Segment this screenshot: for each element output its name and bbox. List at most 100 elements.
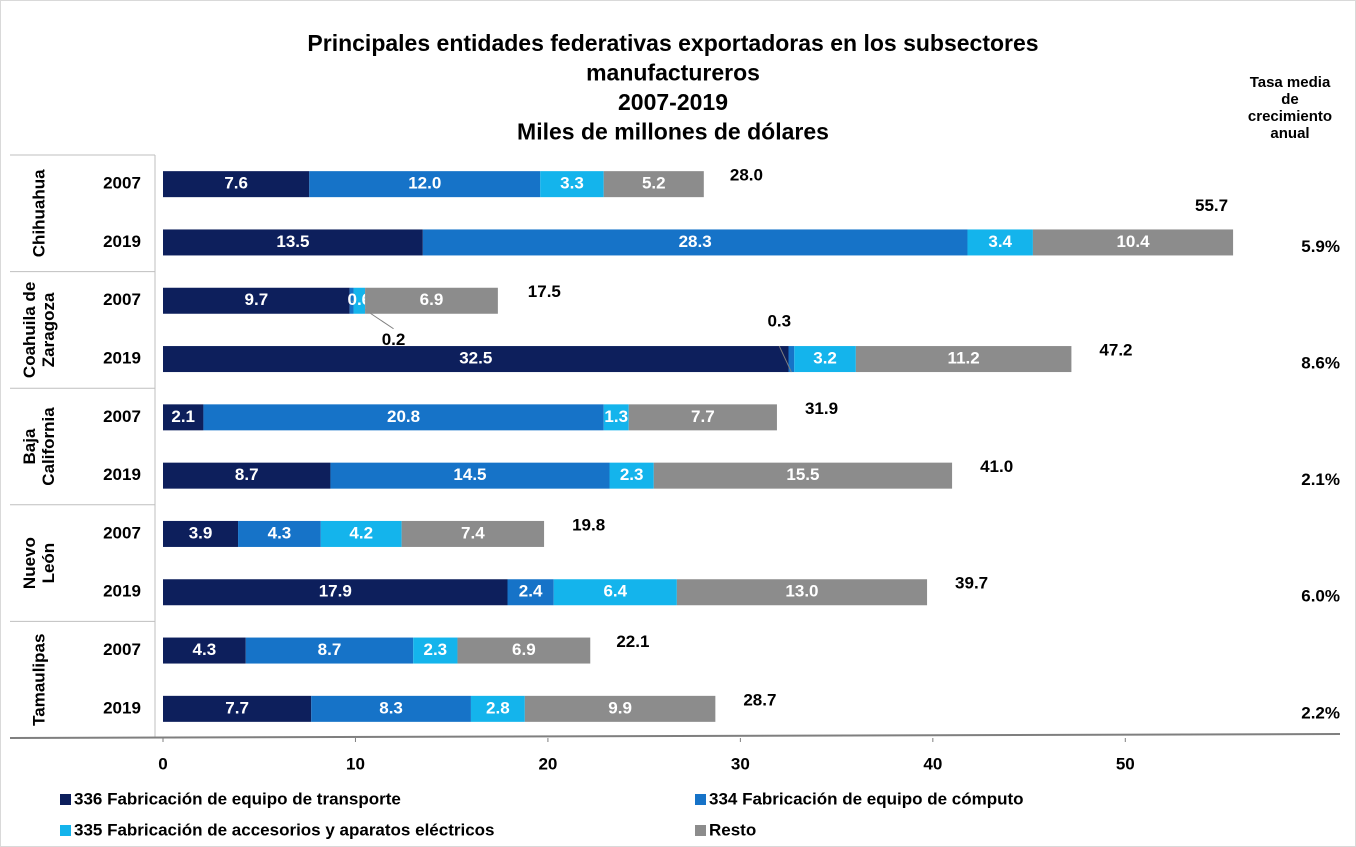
- bar-segment: [238, 520, 321, 547]
- bar-segment: [163, 462, 331, 489]
- growth-label: 2.1%: [1301, 470, 1340, 489]
- total-label: 39.7: [955, 574, 988, 593]
- bar-segment: [330, 462, 610, 489]
- legend-label: 334 Fabricación de equipo de cómputo: [709, 789, 1024, 808]
- bar-segment: [1032, 229, 1234, 256]
- total-label: 31.9: [805, 399, 838, 418]
- data-label: 8.3: [379, 698, 403, 717]
- data-label: 7.7: [225, 698, 249, 717]
- chart-title: manufactureros: [586, 60, 760, 86]
- data-label: 10.4: [1116, 232, 1150, 251]
- data-label: 7.4: [461, 523, 485, 542]
- data-label: 9.7: [245, 290, 269, 309]
- y-tick-label: 2019: [103, 349, 141, 368]
- bar-segment: [203, 404, 604, 431]
- group-label: Coahuila de: [20, 282, 39, 378]
- data-label: 13.0: [785, 582, 818, 601]
- bar-segment: [163, 695, 312, 722]
- data-label: 8.7: [235, 465, 259, 484]
- y-tick-label: 2019: [103, 232, 141, 251]
- y-tick-label: 2019: [103, 582, 141, 601]
- bar-segment: [353, 287, 366, 314]
- growth-header: crecimiento: [1248, 108, 1332, 125]
- total-label: 19.8: [572, 515, 605, 534]
- bar-segment: [855, 346, 1072, 373]
- data-label: 20.8: [387, 407, 420, 426]
- legend-label: Resto: [709, 820, 756, 839]
- data-label: 17.9: [319, 582, 352, 601]
- y-tick-label: 2007: [103, 523, 141, 542]
- data-label: 15.5: [786, 465, 819, 484]
- bar-segment: [603, 171, 704, 198]
- data-label: 6.9: [512, 640, 536, 659]
- y-tick-label: 2007: [103, 640, 141, 659]
- data-label: 1.3: [604, 407, 628, 426]
- total-label: 55.7: [1195, 196, 1228, 215]
- total-label: 17.5: [528, 282, 561, 301]
- chart-title: Miles de millones de dólares: [517, 119, 829, 145]
- group-label: Baja: [20, 428, 39, 464]
- bar-segment: [609, 462, 654, 489]
- data-label: 4.3: [268, 523, 292, 542]
- x-tick-label: 10: [346, 754, 365, 773]
- bar-segment: [653, 462, 953, 489]
- x-tick-label: 40: [923, 754, 942, 773]
- data-label: 0.2: [382, 330, 406, 349]
- bar-segment: [163, 171, 310, 198]
- growth-label: 6.0%: [1301, 587, 1340, 606]
- legend-swatch: [60, 825, 71, 836]
- data-label: 3.3: [560, 174, 584, 193]
- bar-segment: [163, 346, 789, 373]
- bar-segment: [788, 346, 795, 373]
- bar-segment: [163, 404, 204, 431]
- y-tick-label: 2019: [103, 465, 141, 484]
- data-label: 4.2: [349, 523, 373, 542]
- bar-segment: [603, 404, 629, 431]
- x-axis-line: [9, 733, 1341, 739]
- bar-segment: [163, 637, 246, 664]
- y-tick-label: 2007: [103, 407, 141, 426]
- bar-segment: [422, 229, 968, 256]
- data-label: 5.2: [642, 174, 666, 193]
- data-label: 2.4: [519, 582, 543, 601]
- bar-segment: [163, 229, 423, 256]
- bar-segment: [676, 579, 928, 606]
- growth-header: de: [1281, 91, 1299, 108]
- bar-segment: [163, 520, 239, 547]
- group-label: Tamaulipas: [29, 634, 48, 726]
- bar-segment: [365, 287, 498, 314]
- bar-segment: [967, 229, 1033, 256]
- bar-segment: [524, 695, 716, 722]
- bar-segment: [311, 695, 471, 722]
- bar-segment: [457, 637, 591, 664]
- y-tick-label: 2007: [103, 174, 141, 193]
- legend-swatch: [60, 794, 71, 805]
- data-label: 0.3: [767, 312, 791, 331]
- legend-swatch: [695, 794, 706, 805]
- bar-segment: [245, 637, 414, 664]
- bar-segment: [553, 579, 677, 606]
- group-label: Nuevo: [20, 537, 39, 589]
- growth-header: anual: [1270, 125, 1309, 142]
- y-tick-label: 2007: [103, 290, 141, 309]
- chart-title: Principales entidades federativas export…: [307, 30, 1038, 56]
- bar-segment: [470, 695, 525, 722]
- growth-header: Tasa media: [1250, 74, 1331, 91]
- group-label: León: [39, 543, 58, 584]
- data-label: 32.5: [459, 349, 492, 368]
- data-label: 14.5: [453, 465, 486, 484]
- group-label: Chihuahua: [29, 169, 48, 257]
- y-tick-label: 2019: [103, 698, 141, 717]
- data-label: 12.0: [408, 174, 441, 193]
- growth-label: 2.2%: [1301, 703, 1340, 722]
- bar-segment: [540, 171, 604, 198]
- total-label: 41.0: [980, 457, 1013, 476]
- bar-segment: [309, 171, 541, 198]
- bar-segment: [163, 287, 350, 314]
- x-tick-label: 50: [1116, 754, 1135, 773]
- growth-label: 8.6%: [1301, 354, 1340, 373]
- x-tick-label: 20: [538, 754, 557, 773]
- data-label: 2.3: [620, 465, 644, 484]
- x-tick-label: 0: [158, 754, 167, 773]
